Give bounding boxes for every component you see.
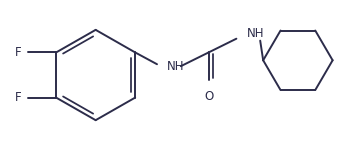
- Text: F: F: [15, 91, 21, 104]
- Text: F: F: [15, 46, 21, 59]
- Text: NH: NH: [247, 27, 265, 40]
- Text: O: O: [204, 90, 213, 103]
- Text: NH: NH: [167, 60, 185, 73]
